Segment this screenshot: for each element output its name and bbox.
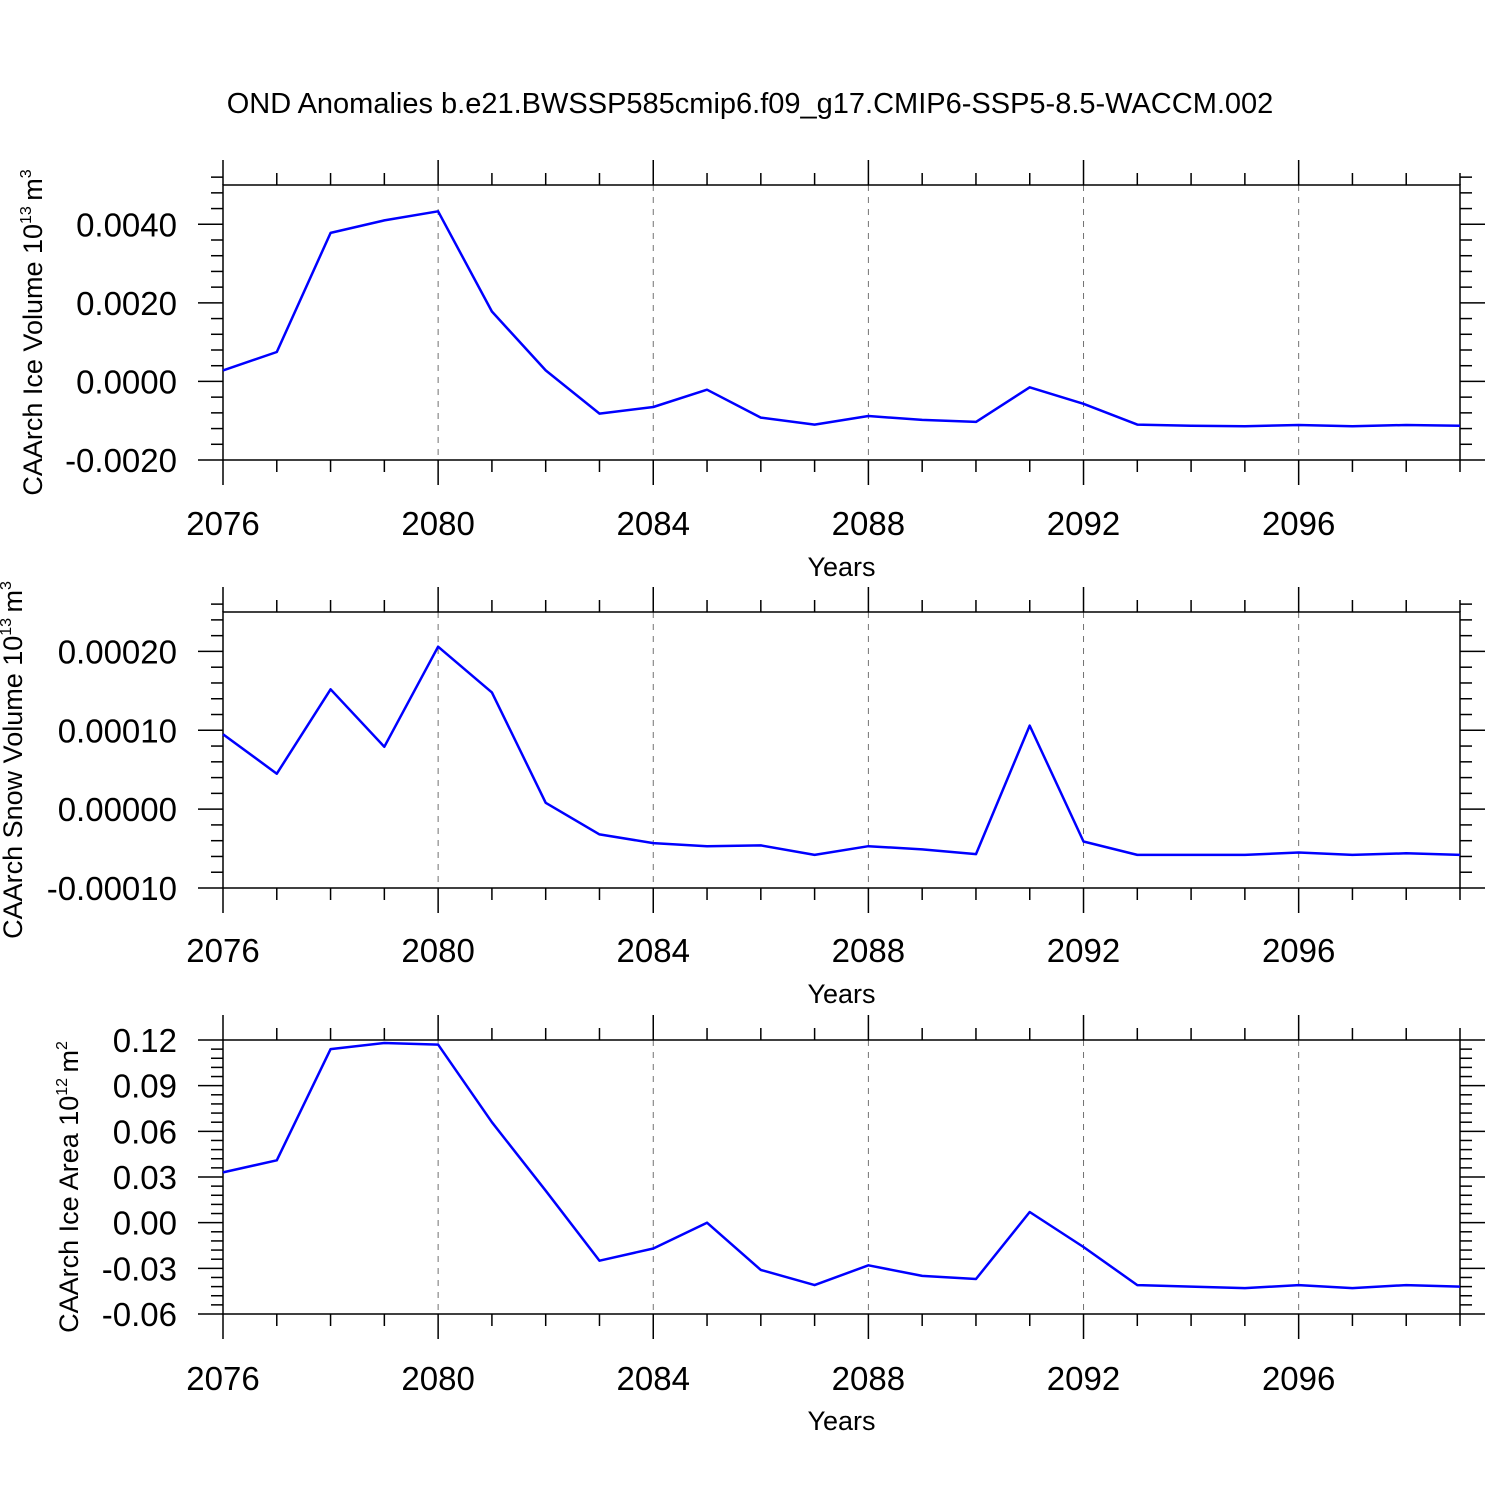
snow-volume-y-tick-label: -0.00010: [47, 870, 177, 907]
ice-area-panel: -0.06 -0.03 0.00 0.03 0.06 0.09 0.12 2076 2080 20…: [54, 1015, 1485, 1436]
ice-area-y-tick-label: 0.06: [113, 1113, 177, 1150]
ice-volume-y-tick-label: 0.0000: [76, 363, 177, 400]
ice-volume-x-tick-label: 2080: [401, 505, 474, 542]
ice-volume-panel: -0.0020 0.0000 0.0020 0.0040 2076 2080 2084 208…: [18, 160, 1485, 582]
ice-volume-x-tick-label: 2088: [832, 505, 905, 542]
ice-volume-x-tick-label: 2084: [617, 505, 690, 542]
snow-volume-plot-frame: [222, 611, 1461, 889]
chart-title: OND Anomalies b.e21.BWSSP585cmip6.f09_g1…: [227, 88, 1274, 120]
ice-volume-x-tick-label: 2092: [1047, 505, 1120, 542]
snow-volume-y-tick-label: 0.00020: [58, 633, 177, 670]
snow-volume-x-tick-label: 2088: [832, 932, 905, 969]
snow-volume-panel: -0.00010 0.00000 0.00010 0.00020 2076 2080 208…: [0, 581, 1485, 1009]
ice-area-y-tick-label: 0.00: [113, 1205, 177, 1242]
ice-area-y-tick-label: 0.09: [113, 1068, 177, 1105]
snow-volume-x-tick-label: 2092: [1047, 932, 1120, 969]
ice-area-x-tick-label: 2076: [186, 1360, 259, 1397]
ice-area-x-tick-label: 2084: [617, 1360, 690, 1397]
ice-area-x-tick-label: 2080: [401, 1360, 474, 1397]
ice-area-series-line: [222, 1041, 1461, 1290]
ice-volume-x-tick-label: 2096: [1262, 505, 1335, 542]
ice-area-x-tick-label: 2092: [1047, 1360, 1120, 1397]
snow-volume-y-tick-label: 0.00010: [58, 712, 177, 749]
ice-area-x-tick-label: 2096: [1262, 1360, 1335, 1397]
snow-volume-y-axis-label: CAArch Snow Volume 1013 m3: [0, 581, 28, 939]
snow-volume-y-tick-label: 0.00000: [58, 791, 177, 828]
ice-volume-series-line: [222, 210, 1461, 428]
ice-volume-x-axis-label: Years: [807, 552, 875, 582]
ice-volume-y-tick-label: -0.0020: [65, 442, 177, 479]
ice-volume-y-tick-label: 0.0040: [76, 206, 177, 243]
ice-volume-plot-frame: [222, 184, 1461, 461]
snow-volume-x-tick-label: 2096: [1262, 932, 1335, 969]
ice-area-y-tick-label: -0.06: [102, 1296, 177, 1333]
ice-area-y-tick-label: -0.03: [102, 1250, 177, 1287]
snow-volume-series-line: [222, 645, 1461, 857]
snow-volume-x-tick-label: 2076: [186, 932, 259, 969]
ice-area-y-axis-label: CAArch Ice Area 1012 m2: [54, 1041, 84, 1333]
ice-area-y-tick-label: 0.03: [113, 1159, 177, 1196]
ice-area-y-tick-label: 0.12: [113, 1022, 177, 1059]
ice-volume-y-tick-label: 0.0020: [76, 285, 177, 322]
ice-area-plot-frame: [222, 1039, 1461, 1315]
snow-volume-x-tick-label: 2080: [401, 932, 474, 969]
ice-area-x-tick-label: 2088: [832, 1360, 905, 1397]
snow-volume-x-axis-label: Years: [807, 979, 875, 1009]
ice-area-x-axis-label: Years: [807, 1406, 875, 1436]
snow-volume-x-tick-label: 2084: [617, 932, 690, 969]
ice-volume-x-tick-label: 2076: [186, 505, 259, 542]
ice-volume-y-axis-label: CAArch Ice Volume 1013 m3: [18, 169, 48, 495]
